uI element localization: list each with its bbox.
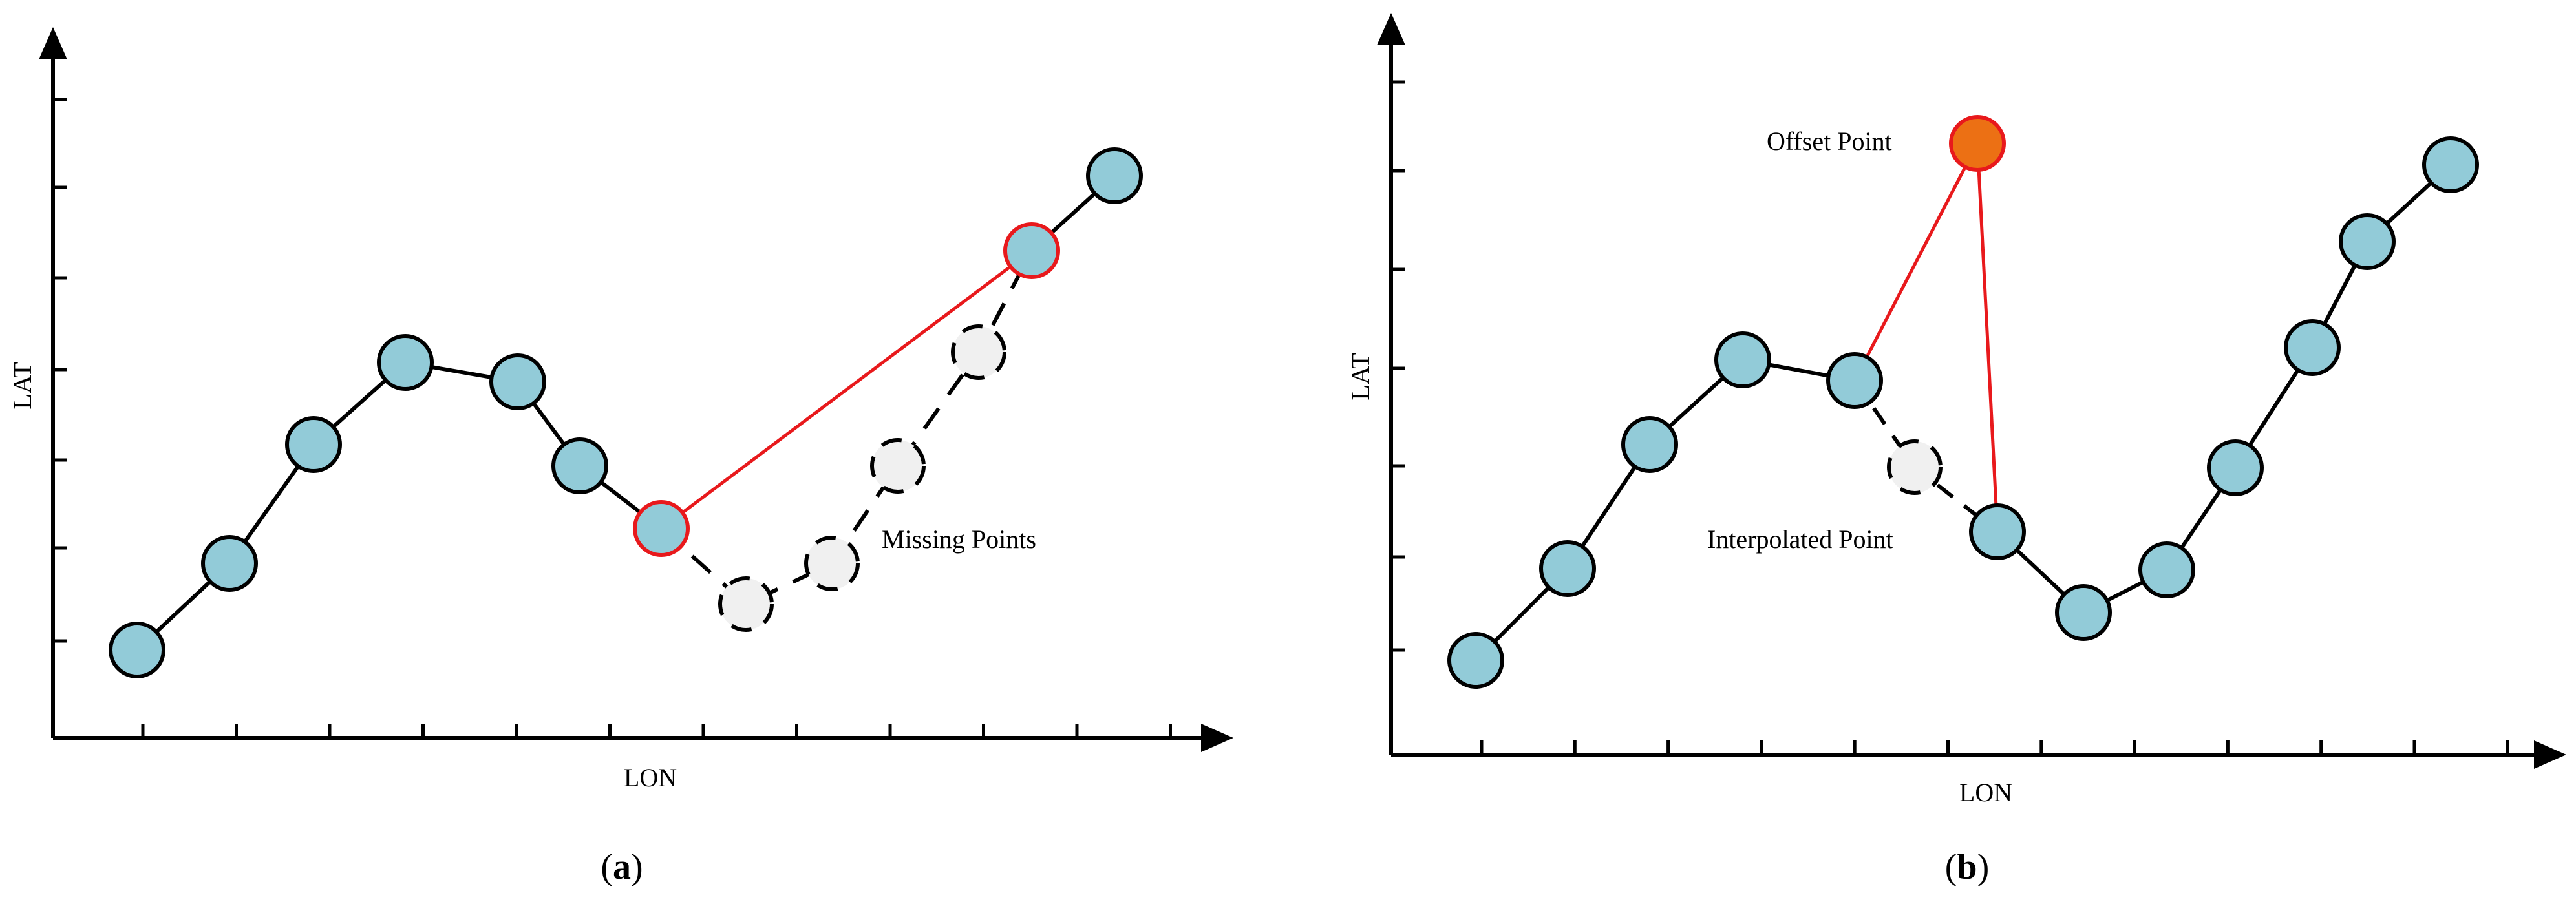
panel-b-offset-link <box>1853 142 1979 382</box>
panel-a-missing-point <box>804 536 860 591</box>
panel-a-y-axis-label: LAT <box>8 362 37 409</box>
panel-a-trajectory-point <box>201 535 258 592</box>
panel-a-gap-end-point <box>1003 222 1060 279</box>
panel-a-trajectory-line <box>135 360 663 652</box>
panel-b-offset-point-label: Offset Point <box>1767 127 1892 156</box>
panel-a-trajectory-point <box>551 437 608 494</box>
panel-a-x-axis-arrowhead <box>1201 724 1233 752</box>
panel-a-trajectory-point <box>489 353 546 410</box>
panel-b-offset-point <box>1949 115 2006 172</box>
panel-b-trajectory-point <box>1621 416 1678 473</box>
panel-b-trajectory-point <box>2055 584 2112 641</box>
panel-b-y-axis-label: LAT <box>1346 353 1375 400</box>
panel-b: LAT LON Offset Point Interpolated Point … <box>1346 13 2566 887</box>
panel-b-offset-link <box>1975 143 1999 532</box>
panel-b-trajectory-point <box>1447 632 1504 689</box>
panel-a-missing-point <box>870 438 926 494</box>
panel-a-ticks <box>53 98 1172 738</box>
panel-a-caption: (a) <box>601 847 643 887</box>
panel-b-trajectory-point <box>2422 136 2479 193</box>
panel-b-x-axis-arrowhead <box>2534 740 2566 769</box>
panel-a: LAT LON Missing Points (a) <box>8 27 1233 887</box>
panel-b-trajectory-point <box>1826 352 1883 409</box>
panel-a-missing-point <box>718 576 774 632</box>
panel-b-interpolated-point-label: Interpolated Point <box>1707 525 1893 554</box>
panel-a-trajectory-point <box>1086 147 1143 204</box>
panel-a-trajectory-point <box>285 416 342 473</box>
panel-b-trajectory-point <box>2339 213 2396 270</box>
panel-b-x-axis-label: LON <box>1959 778 2012 807</box>
panel-a-x-axis-label: LON <box>624 763 677 792</box>
panel-a-trajectory-point <box>109 622 165 678</box>
panel-a-y-axis-arrowhead <box>39 27 67 59</box>
panel-b-y-axis-arrowhead <box>1377 13 1405 45</box>
panel-a-missing-points-label: Missing Points <box>882 525 1036 554</box>
panel-b-trajectory-point <box>2284 319 2341 376</box>
panel-b-trajectory-point <box>1539 540 1596 597</box>
panel-b-trajectory-point <box>1714 331 1771 388</box>
panel-b-trajectory-line <box>1474 357 1855 662</box>
panel-b-axes <box>1377 13 2566 769</box>
panel-a-gap-link <box>660 249 1033 530</box>
panel-a-axes <box>39 27 1233 752</box>
panel-a-trajectory-point <box>377 334 434 391</box>
panel-b-trajectory-point <box>2138 541 2195 598</box>
panel-b-interpolated-point <box>1887 439 1943 495</box>
panel-a-gap-start-point <box>633 500 690 557</box>
panel-a-missing-point <box>951 324 1006 380</box>
panel-b-ticks <box>1391 80 2509 755</box>
panel-b-trajectory-point <box>2207 439 2264 496</box>
panel-b-caption: (b) <box>1945 847 1989 887</box>
panel-b-trajectory-point <box>1969 503 2026 560</box>
